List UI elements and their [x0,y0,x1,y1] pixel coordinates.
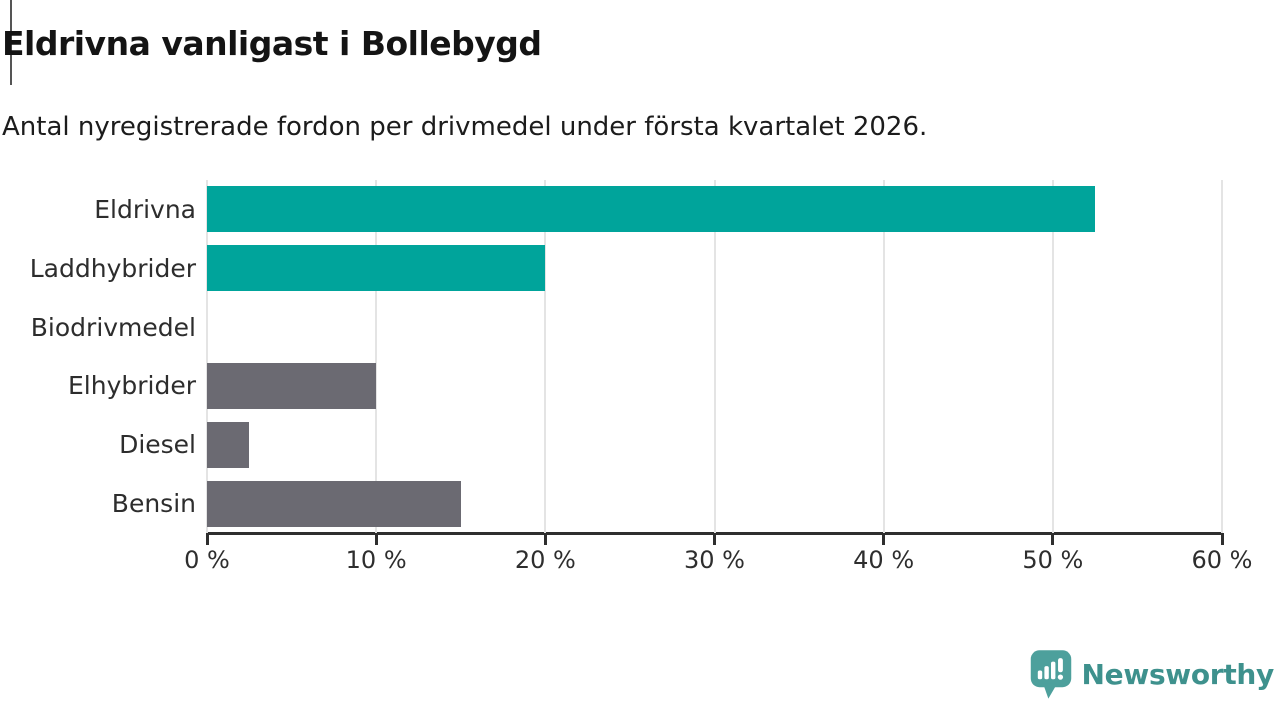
x-axis-tick [713,533,716,545]
category-label: Bensin [111,489,196,519]
gridline [1051,180,1054,533]
x-tick-label: 50 % [1022,546,1084,574]
x-tick-label: 30 % [684,546,745,574]
gridline [206,180,208,533]
x-tick-label: 40 % [853,546,915,574]
newsworthy-logo: Newsworthy [1029,648,1274,700]
plot-area: 0 % 10 % 20 % 30 % 40 % 50 % 60 % [184,180,1252,574]
category-label: Diesel [119,430,196,460]
gridline [544,180,547,533]
category-label: Eldrivna [94,194,196,224]
x-tick-label: 20 % [514,546,576,574]
x-axis-tick [882,533,886,545]
x-tick-label: 60 % [1191,546,1253,574]
x-axis-tick [543,533,547,545]
bar-elhybrider [207,362,377,409]
bar-laddhybrider [207,245,546,292]
gridline [375,180,378,533]
newsworthy-logo-text: Newsworthy [1081,657,1275,691]
gridline [1221,180,1223,533]
x-tick-label: 0 % [184,546,230,574]
gridline [713,180,716,533]
bar-diesel [207,421,250,468]
x-axis-tick [1051,533,1055,545]
newsworthy-speech-bubble-chart-icon [1030,650,1071,699]
category-label: Elhybrider [67,371,196,401]
x-axis-tick [1220,533,1224,545]
category-label: Biodrivmedel [30,312,196,342]
chart-title: Eldrivna vanligast i Bollebygd [2,24,542,63]
gridline [882,180,885,533]
category-label: Laddhybrider [29,253,196,283]
chart-subtitle: Antal nyregistrerade fordon per drivmede… [2,112,928,142]
x-axis-tick [205,533,209,545]
category-axis-labels: Eldrivna Laddhybrider Biodrivmedel Elhybrid… [0,180,196,533]
x-tick-label: 10 % [345,546,407,574]
bar-bensin [207,480,461,527]
x-axis-tick [374,533,378,545]
bar-eldrivna [207,186,1096,233]
corner-crop-mark [10,0,12,85]
